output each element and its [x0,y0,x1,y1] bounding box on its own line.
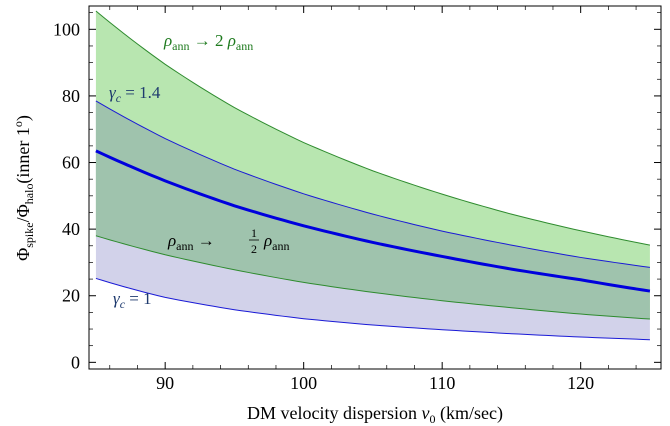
svg-text:1: 1 [251,226,257,240]
blue-upper-line [95,100,650,268]
axis-ticks: 90 100 110 120 0 20 40 60 80 100 [53,6,661,393]
annotation-gamma-1-4: γc = 1.4 [109,83,161,105]
annotation-rho-to-2rho: ρann → 2 ρann [163,31,253,53]
annotation-rho-to-half-rho: ρann → 1 2 ρann [167,226,290,256]
y-tick-label: 100 [53,19,80,39]
svg-text:2: 2 [251,242,257,256]
annotation-gamma-1: γc = 1 [113,289,152,311]
y-tick-label: 40 [62,219,80,239]
y-axis-label: Φspike/Φhalo(inner 1o) [11,115,36,261]
x-tick-label: 120 [567,373,594,393]
x-tick-label: 90 [156,373,174,393]
band-areas [95,11,650,340]
overlap-band-area [95,100,650,320]
svg-text:ρann: ρann [263,231,290,253]
green-lower-line [95,235,650,320]
x-tick-label: 100 [290,373,317,393]
series-lines [95,10,651,341]
x-axis-label: DM velocity dispersion v0 (km/sec) [247,403,503,426]
blue-lower-line [95,277,650,341]
y-tick-label: 20 [62,286,80,306]
main-line [95,149,651,293]
green-upper-line [95,10,651,246]
y-tick-label: 0 [71,352,80,372]
plot-frame [88,5,662,370]
svg-text:ρann →: ρann → [167,231,215,253]
x-tick-label: 110 [429,373,455,393]
y-tick-label: 80 [62,86,80,106]
y-tick-label: 60 [62,153,80,173]
